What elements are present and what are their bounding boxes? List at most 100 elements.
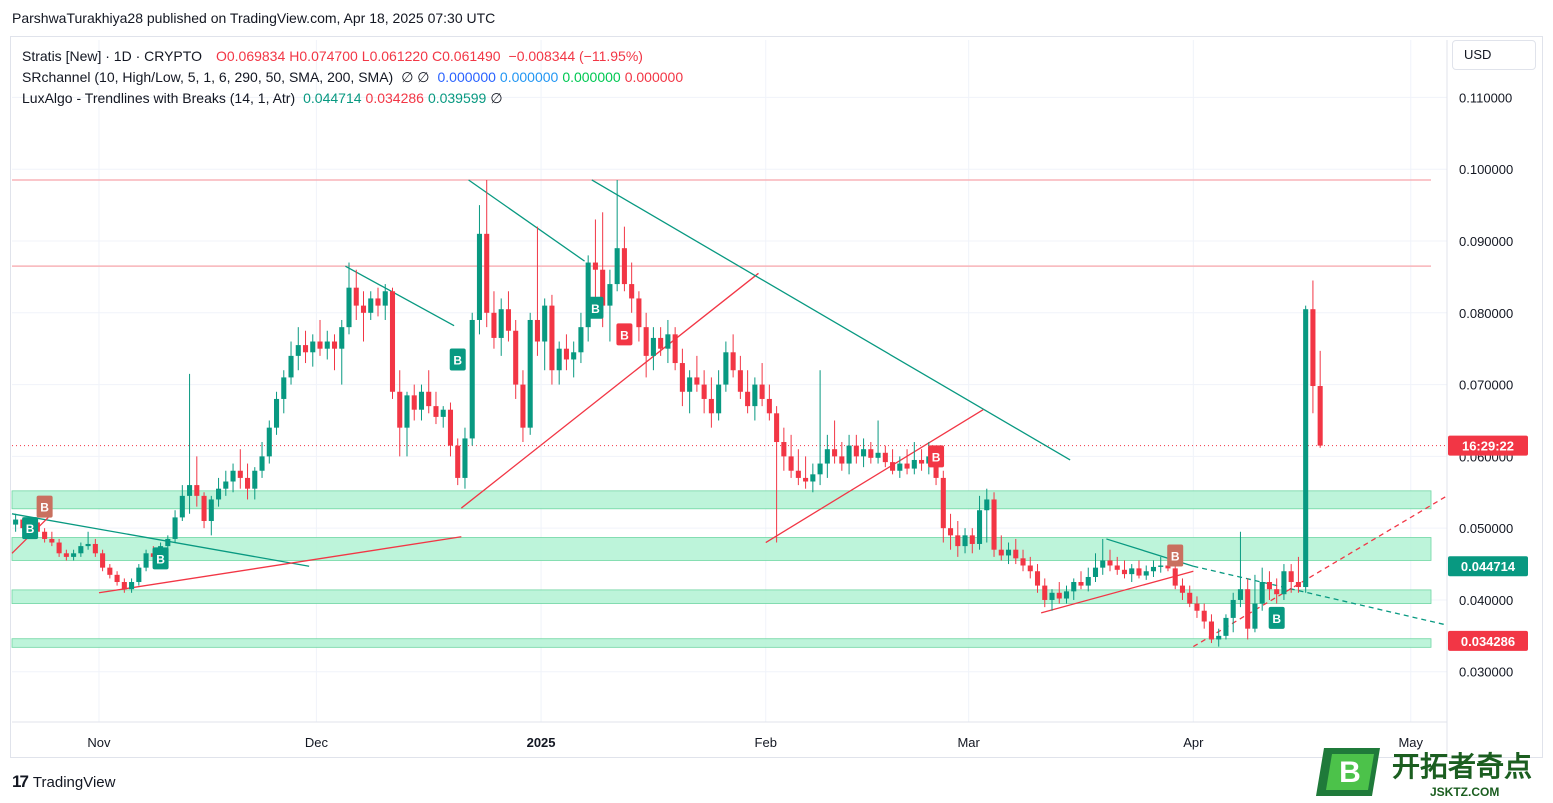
candle-body	[194, 485, 200, 496]
candle-body	[621, 248, 627, 285]
sr-zone	[11, 589, 1432, 604]
candle-body	[520, 384, 526, 428]
candle-body	[433, 406, 439, 417]
candle-body	[803, 477, 809, 482]
candle-body	[63, 553, 69, 557]
break-label-text: B	[156, 552, 165, 566]
break-label-badge	[587, 296, 604, 319]
sr-zone	[11, 537, 1432, 561]
candle-body	[766, 398, 772, 414]
candle-body	[592, 262, 598, 270]
candle-body	[853, 445, 859, 457]
break-label-text: B	[591, 302, 600, 316]
candle-body	[781, 442, 787, 457]
y-tick-label: 0.090000	[1459, 234, 1513, 249]
symbol-title[interactable]: Stratis [New] · 1D · CRYPTO	[22, 48, 202, 64]
candle-body	[832, 449, 838, 457]
chart-frame	[10, 36, 1543, 758]
candle-body	[556, 348, 562, 371]
candle-body	[904, 463, 910, 469]
x-tick-label: Apr	[1183, 735, 1204, 750]
srchannel-value-4: 0.000000	[624, 69, 684, 85]
srchannel-null-icon: ∅ ∅	[401, 69, 430, 85]
candle-body	[578, 327, 584, 353]
trendline	[1193, 565, 1448, 626]
candle-body	[237, 470, 243, 478]
break-label-badge	[22, 517, 39, 540]
candle-body	[462, 438, 468, 478]
candle-body	[998, 549, 1004, 556]
candle-body	[948, 528, 954, 536]
break-label-badge	[449, 348, 466, 371]
trendline	[460, 272, 759, 509]
candle-body	[208, 499, 214, 521]
candle-body	[614, 248, 620, 285]
candle-body	[969, 535, 975, 544]
break-label-badge	[1167, 544, 1184, 567]
legend-indicator-srchannel[interactable]: SRchannel (10, High/Low, 5, 1, 6, 290, 5…	[22, 67, 683, 88]
candle-body	[1020, 558, 1026, 566]
candle-body	[1230, 599, 1236, 618]
trendline	[468, 179, 585, 262]
tradingview-logo[interactable]: 17 TradingView	[12, 772, 115, 792]
candle-body	[1201, 610, 1207, 622]
candle-body	[1208, 621, 1214, 640]
candle-body	[1005, 549, 1012, 556]
candle-body	[723, 352, 729, 385]
y-tick-label: 0.100000	[1459, 162, 1513, 177]
candle-body	[745, 391, 751, 407]
price-axis-label-bg	[1448, 630, 1528, 651]
candle-body	[527, 319, 533, 428]
x-tick-label: 2025	[527, 735, 556, 750]
candle-body	[1288, 571, 1294, 583]
trendline	[345, 265, 455, 327]
candle-body	[868, 449, 874, 458]
candle-body	[165, 538, 171, 547]
candle-body	[476, 233, 482, 320]
currency-button[interactable]: USD	[1452, 40, 1536, 70]
candle-body	[389, 291, 396, 392]
sr-zone	[11, 638, 1432, 648]
candle-body	[1266, 582, 1272, 590]
candle-body	[121, 582, 127, 590]
candle-body	[716, 384, 722, 414]
candle-body	[708, 398, 714, 414]
candle-body	[85, 543, 91, 547]
candle-body	[1245, 589, 1251, 629]
candle-body	[1303, 309, 1309, 588]
candle-body	[310, 341, 316, 353]
trendline	[591, 179, 1071, 461]
candle-body	[1194, 603, 1200, 611]
candle-body	[919, 459, 925, 464]
candle-body	[114, 574, 120, 583]
y-tick-label: 0.080000	[1459, 306, 1513, 321]
candle-body	[404, 395, 410, 428]
candle-body	[455, 445, 461, 478]
candle-body	[324, 341, 330, 349]
candle-body	[600, 269, 606, 306]
legend-indicator-luxalgo[interactable]: LuxAlgo - Trendlines with Breaks (14, 1,…	[22, 88, 683, 109]
candle-body	[890, 462, 896, 471]
x-tick-label: Dec	[305, 735, 329, 750]
candle-body	[1121, 569, 1128, 575]
candle-body	[991, 499, 997, 550]
candle-body	[875, 452, 881, 458]
x-tick-label: Feb	[755, 735, 777, 750]
candle-body	[1179, 585, 1186, 593]
candle-body	[223, 481, 229, 489]
candle-body	[259, 456, 265, 471]
candle-body	[788, 456, 794, 471]
price-axis-label: 0.044714	[1461, 559, 1516, 574]
x-tick-label: May	[1398, 735, 1423, 750]
candle-body	[911, 459, 917, 469]
price-axis-label-bg	[1448, 556, 1528, 577]
break-label-text: B	[40, 501, 49, 515]
candle-body	[273, 398, 280, 428]
candle-body	[1129, 568, 1135, 575]
srchannel-value-2: 0.000000	[499, 69, 559, 85]
watermark-badge-letter: B	[1339, 756, 1361, 789]
candle-body	[447, 409, 454, 446]
candle-body	[1056, 592, 1062, 599]
